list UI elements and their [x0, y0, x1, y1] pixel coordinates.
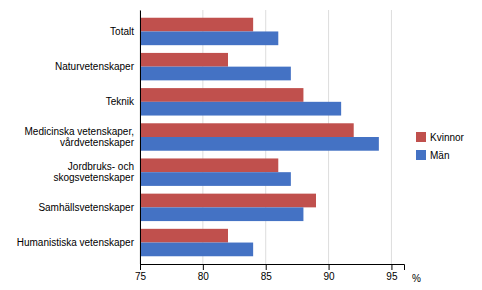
legend: Kvinnor Män [416, 132, 465, 161]
series [140, 18, 354, 243]
bars [140, 18, 379, 257]
grid-line [391, 10, 392, 264]
tick: 80 [198, 264, 210, 282]
tick-mark [391, 264, 392, 270]
legend-label: Män [430, 150, 449, 161]
legend-swatch [416, 150, 426, 160]
tick-mark [329, 264, 330, 270]
legend-item: Kvinnor [416, 132, 465, 143]
tick-label: Medicinska vetenskaper,vårdvetenskaper [24, 126, 134, 148]
tick: Totalt [110, 26, 134, 37]
legend-item: Män [416, 150, 449, 161]
legend-label: Kvinnor [430, 132, 465, 143]
legend-swatch [416, 132, 426, 142]
bar [140, 123, 354, 137]
tick-mark [140, 264, 141, 270]
bar [140, 229, 228, 243]
tick-label: 80 [198, 271, 210, 282]
bar [140, 137, 379, 151]
bar [140, 243, 253, 257]
tick-label: 95 [386, 271, 398, 282]
tick: 75 [135, 264, 147, 282]
tick-label: Teknik [106, 96, 135, 107]
bar [140, 18, 253, 32]
grid-line [140, 10, 141, 264]
bar [140, 67, 291, 81]
tick: Samhällsvetenskaper [38, 202, 134, 213]
grid [140, 10, 391, 264]
tick: Jordbruks- ochskogsvetenskaper [53, 161, 134, 183]
bar [140, 207, 303, 221]
tick: 85 [261, 264, 273, 282]
series [140, 31, 379, 256]
tick: Teknik [106, 96, 135, 107]
bar [140, 88, 303, 102]
tick-label: Totalt [110, 26, 134, 37]
axis-line [141, 265, 405, 271]
tick-mark [266, 264, 267, 270]
tick: 95 [386, 264, 398, 282]
chart: 75 80 85 90 95 Totalt Naturvetenskaper Teknik Me… [0, 0, 482, 290]
tick: Humanistiska vetenskaper [17, 237, 135, 248]
tick-label: Humanistiska vetenskaper [17, 237, 135, 248]
tick-label: 85 [261, 271, 273, 282]
bar [140, 158, 278, 172]
plot: 75 80 85 90 95 Totalt Naturvetenskaper Teknik Me… [17, 10, 421, 284]
bar [140, 172, 291, 186]
bar [140, 194, 316, 208]
tick-label: 75 [135, 271, 147, 282]
tick-label: Samhällsvetenskaper [38, 202, 134, 213]
x-label: % [412, 273, 421, 284]
tick-label: 90 [324, 271, 336, 282]
bar [140, 53, 228, 67]
tick: Naturvetenskaper [55, 61, 135, 72]
tick-label: Naturvetenskaper [55, 61, 135, 72]
axis-line [140, 11, 141, 265]
y-axis: Totalt Naturvetenskaper Teknik Medicinska v… [17, 11, 141, 265]
bar [140, 31, 278, 45]
x-axis: 75 80 85 90 95 [135, 264, 405, 282]
tick: Medicinska vetenskaper,vårdvetenskaper [24, 126, 134, 148]
bar [140, 102, 341, 116]
tick-mark [203, 264, 204, 270]
tick-label: Jordbruks- ochskogsvetenskaper [53, 161, 134, 183]
tick: 90 [324, 264, 336, 282]
